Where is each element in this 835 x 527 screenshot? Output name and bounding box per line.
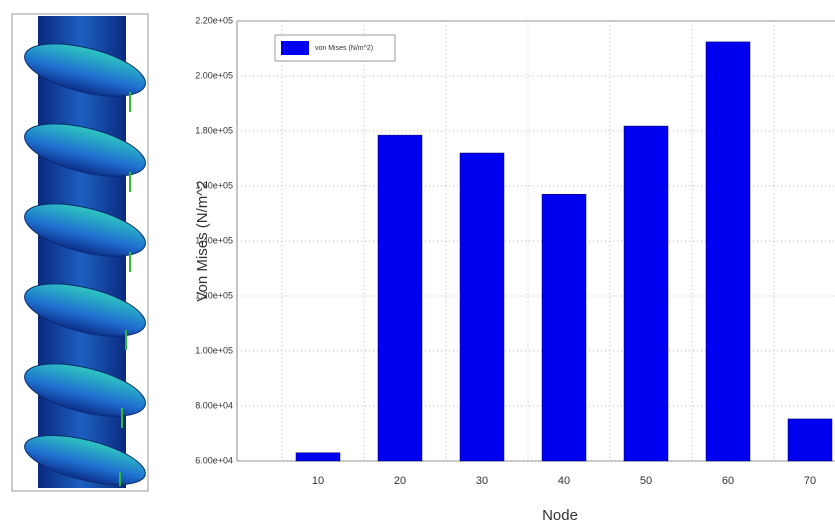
bar — [296, 453, 340, 461]
x-tick-label: 40 — [558, 475, 570, 487]
x-tick-label: 50 — [640, 475, 652, 487]
bar — [542, 194, 586, 461]
y-tick-label: 1.00e+05 — [195, 345, 233, 355]
legend-label: von Mises (N/m^2) — [315, 45, 373, 52]
y-tick-label: 1.20e+05 — [195, 290, 233, 300]
x-tick-label: 20 — [394, 475, 406, 487]
x-tick-label: 70 — [804, 475, 816, 487]
bar — [788, 419, 832, 461]
y-tick-label: 8.00e+04 — [195, 400, 233, 410]
x-tick-label: 10 — [312, 475, 324, 487]
x-tick-label: 60 — [722, 475, 734, 487]
y-tick-label: 2.00e+05 — [195, 70, 233, 80]
bar — [378, 135, 422, 461]
bar — [706, 42, 750, 461]
y-tick-label: 1.40e+05 — [195, 235, 233, 245]
x-tick-label: 30 — [476, 475, 488, 487]
bar — [460, 153, 504, 461]
page: {"chart_data": {"type": "bar", "x_label"… — [0, 0, 835, 527]
screw-illustration — [12, 14, 150, 494]
y-tick-label: 1.60e+05 — [195, 180, 233, 190]
y-tick-label: 6.00e+04 — [195, 455, 233, 465]
x-axis-title: Node — [542, 507, 578, 524]
legend-swatch — [281, 41, 309, 55]
screen: Node Von Mises (N/m^2 6.00e+048.00e+041.… — [0, 0, 835, 527]
y-tick-label: 1.80e+05 — [195, 125, 233, 135]
y-tick-label: 2.20e+05 — [195, 15, 233, 25]
bar — [624, 126, 668, 461]
